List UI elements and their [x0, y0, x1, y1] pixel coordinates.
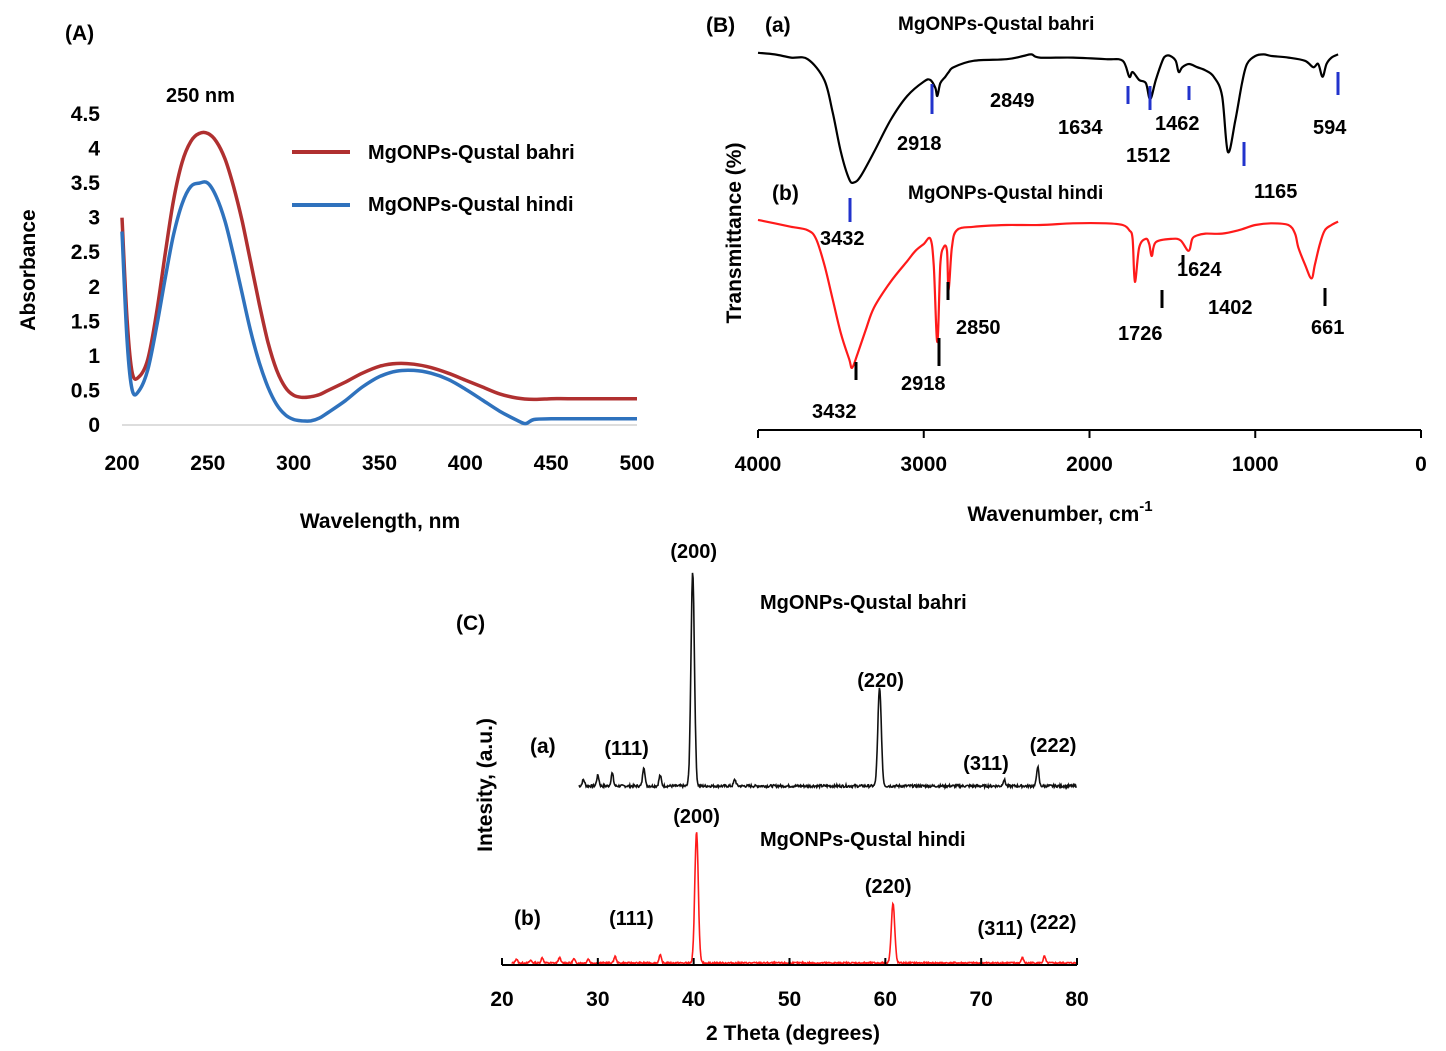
xrd-line-b	[511, 832, 1078, 967]
x-tick-label: 1000	[1232, 453, 1279, 476]
panel-c-x-ticks: 20 30 40 50 60 70 80	[490, 958, 1089, 1011]
panel-b-label: (B)	[706, 14, 735, 37]
y-tick-label: 2	[88, 276, 100, 299]
panel-c-hkl-labels: (111) (200) (220) (311) (222) (111) (200) (220)…	[604, 541, 1076, 940]
peak-label: 1624	[1177, 259, 1222, 281]
x-tick-label: 60	[874, 988, 897, 1011]
xrd-line-a	[578, 572, 1077, 791]
x-tick-label: 40	[682, 988, 705, 1011]
panel-b-tag-a: (a)	[765, 14, 791, 37]
y-tick-label: 1.5	[71, 310, 101, 333]
peak-label: 2849	[990, 90, 1035, 112]
y-tick-label: 3.5	[71, 172, 101, 195]
panel-b-x-title: Wavenumber, cm-1	[967, 498, 1152, 526]
panel-b-series-b-name: MgONPs-Qustal hindi	[908, 183, 1103, 204]
panel-a-uv: (A) 250 nm 0 0.5 1 1.5 2 2.5 3 3.5 4 4.5 200 250 30…	[17, 22, 655, 533]
panel-c-y-title: Intesity, (a.u.)	[474, 718, 497, 852]
x-tick-label: 4000	[735, 453, 782, 476]
panel-b-y-title: Transmittance (%)	[723, 143, 746, 324]
peak-label: 3432	[820, 228, 865, 250]
peak-label: 1512	[1126, 145, 1171, 167]
panel-c-series-a-name: MgONPs-Qustal bahri	[760, 592, 967, 614]
hkl-label: (222)	[1030, 735, 1077, 757]
x-tick-label: 300	[276, 452, 311, 475]
panel-c-label: (C)	[456, 612, 485, 635]
x-tick-label: 250	[190, 452, 225, 475]
panel-b-x-ticks: 4000 3000 2000 1000 0	[735, 430, 1427, 476]
x-tick-label: 70	[969, 988, 992, 1011]
panel-c-xrd: (C) MgONPs-Qustal bahri MgONPs-Qustal hi…	[456, 541, 1089, 1045]
x-tick-label: 50	[778, 988, 801, 1011]
series-line-bahri	[120, 130, 637, 402]
y-tick-label: 2.5	[71, 241, 101, 264]
hkl-label: (220)	[865, 876, 912, 898]
panel-c-x-title: 2 Theta (degrees)	[706, 1022, 880, 1045]
panel-a-y-ticks: 0 0.5 1 1.5 2 2.5 3 3.5 4 4.5	[71, 103, 101, 437]
ftir-line-a	[757, 51, 1339, 185]
peak-label: 1726	[1118, 323, 1163, 345]
panel-c-series	[511, 572, 1078, 967]
ftir-line-b	[757, 218, 1339, 370]
legend-label-bahri: MgONPs-Qustal bahri	[368, 142, 575, 164]
x-tick-label: 450	[534, 452, 569, 475]
x-tick-label: 0	[1415, 453, 1427, 476]
x-tick-label: 80	[1065, 988, 1088, 1011]
panel-a-y-title: Absorbance	[17, 209, 40, 330]
peak-label: 2918	[897, 133, 942, 155]
y-tick-label: 0.5	[71, 379, 101, 402]
x-tick-label: 200	[104, 452, 139, 475]
y-tick-label: 4.5	[71, 103, 101, 126]
hkl-label: (111)	[604, 738, 648, 760]
panel-b-peak-labels: 3432 2918 2849 1634 1512 1462 1165 594 3432 2918 2…	[812, 72, 1347, 423]
y-tick-label: 0	[88, 414, 100, 437]
x-tick-label: 3000	[900, 453, 947, 476]
peak-label: 2918	[901, 373, 946, 395]
peak-label: 1634	[1058, 117, 1103, 139]
panel-b-x-title-main: Wavenumber, cm	[967, 503, 1139, 526]
peak-label: 3432	[812, 401, 857, 423]
panel-b-series-a-name: MgONPs-Qustal bahri	[898, 14, 1094, 35]
series-line-hindi	[120, 180, 637, 426]
panel-a-annotation: 250 nm	[166, 85, 235, 107]
panel-b-x-title-sup: -1	[1139, 498, 1152, 515]
peak-label: 1165	[1254, 181, 1297, 203]
peak-label: 1462	[1155, 113, 1200, 135]
y-tick-label: 3	[88, 207, 100, 230]
peak-label: 594	[1313, 117, 1347, 139]
y-tick-label: 1	[88, 345, 100, 368]
peak-label: 661	[1311, 317, 1344, 339]
hkl-label: (111)	[609, 908, 653, 930]
x-tick-label: 400	[448, 452, 483, 475]
hkl-label: (200)	[670, 541, 717, 563]
legend-label-hindi: MgONPs-Qustal hindi	[368, 194, 574, 216]
hkl-label: (311)	[963, 753, 1009, 775]
x-tick-label: 20	[490, 988, 513, 1011]
panel-a-legend: MgONPs-Qustal bahri MgONPs-Qustal hindi	[292, 142, 575, 216]
x-tick-label: 500	[619, 452, 654, 475]
panel-b-tag-b: (b)	[772, 182, 799, 205]
y-tick-label: 4	[88, 138, 100, 161]
panel-c-tag-a: (a)	[530, 735, 556, 758]
panel-b-series	[757, 51, 1339, 370]
panel-c-series-b-name: MgONPs-Qustal hindi	[760, 829, 966, 851]
x-tick-label: 30	[586, 988, 609, 1011]
panel-a-x-ticks: 200 250 300 350 400 450 500	[104, 452, 654, 475]
x-tick-label: 2000	[1066, 453, 1113, 476]
hkl-label: (222)	[1030, 912, 1077, 934]
peak-label: 2850	[956, 317, 1001, 339]
hkl-label: (220)	[857, 670, 904, 692]
panel-c-tag-b: (b)	[514, 907, 541, 930]
hkl-label: (311)	[978, 918, 1024, 940]
panel-a-label: (A)	[65, 22, 94, 45]
x-tick-label: 350	[362, 452, 397, 475]
hkl-label: (200)	[673, 806, 720, 828]
peak-label: 1402	[1208, 297, 1253, 319]
panel-b-ftir: (B) (a) MgONPs-Qustal bahri (b) MgONPs-Q…	[706, 14, 1427, 526]
panel-a-x-title: Wavelength, nm	[300, 510, 460, 533]
panel-a-series	[120, 130, 637, 426]
